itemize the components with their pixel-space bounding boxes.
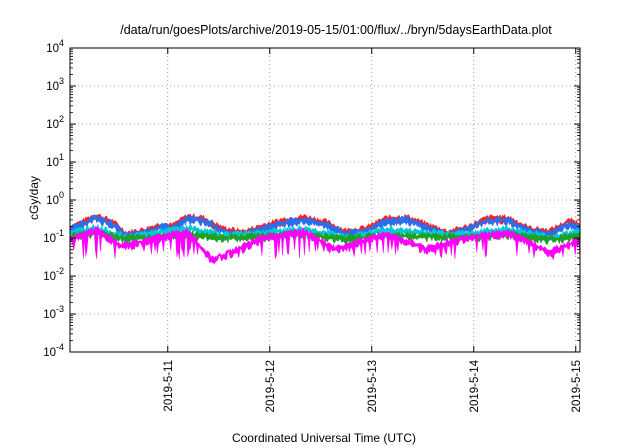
y-tick-exponent: -2 bbox=[56, 266, 64, 276]
y-tick-base: 10 bbox=[43, 309, 56, 321]
y-tick-label: 104 bbox=[46, 38, 64, 55]
y-tick-label: 10-4 bbox=[43, 342, 64, 359]
y-tick-exponent: -4 bbox=[56, 342, 64, 352]
y-tick-base: 10 bbox=[43, 233, 56, 245]
y-tick-exponent: 4 bbox=[59, 38, 64, 48]
y-tick-label: 102 bbox=[46, 114, 64, 131]
y-tick-exponent: 1 bbox=[59, 152, 64, 162]
y-tick-exponent: 0 bbox=[59, 190, 64, 200]
y-tick-label: 101 bbox=[46, 152, 64, 169]
y-tick-exponent: -3 bbox=[56, 304, 64, 314]
y-tick-exponent: -1 bbox=[56, 228, 64, 238]
x-tick-label: 2019-5-14 bbox=[469, 359, 481, 412]
y-tick-label: 10-2 bbox=[43, 266, 64, 283]
chart-title: /data/run/goesPlots/archive/2019-05-15/0… bbox=[120, 23, 552, 37]
series-layer bbox=[69, 213, 581, 264]
grid-layer bbox=[70, 48, 580, 352]
x-tick-label: 2019-5-12 bbox=[265, 360, 277, 412]
y-tick-label: 10-1 bbox=[43, 228, 64, 245]
y-tick-base: 10 bbox=[46, 43, 59, 55]
y-tick-label: 103 bbox=[46, 76, 64, 93]
tick-layer: 10-410-310-210-11001011021031042019-5-11… bbox=[43, 38, 583, 412]
y-tick-exponent: 2 bbox=[59, 114, 64, 124]
y-axis-label: cGy/day bbox=[27, 176, 41, 220]
x-tick-label: 2019-5-11 bbox=[163, 360, 175, 412]
y-tick-label: 10-3 bbox=[43, 304, 64, 321]
y-tick-label: 100 bbox=[46, 190, 64, 207]
y-tick-exponent: 3 bbox=[59, 76, 64, 86]
y-tick-base: 10 bbox=[46, 81, 59, 93]
y-tick-base: 10 bbox=[46, 157, 59, 169]
y-tick-base: 10 bbox=[43, 271, 56, 283]
y-tick-base: 10 bbox=[46, 119, 59, 131]
x-axis-label: Coordinated Universal Time (UTC) bbox=[232, 431, 416, 445]
x-tick-label: 2019-5-13 bbox=[367, 360, 379, 412]
x-tick-label: 2019-5-15 bbox=[571, 360, 583, 412]
y-tick-base: 10 bbox=[43, 347, 56, 359]
y-tick-base: 10 bbox=[46, 195, 59, 207]
